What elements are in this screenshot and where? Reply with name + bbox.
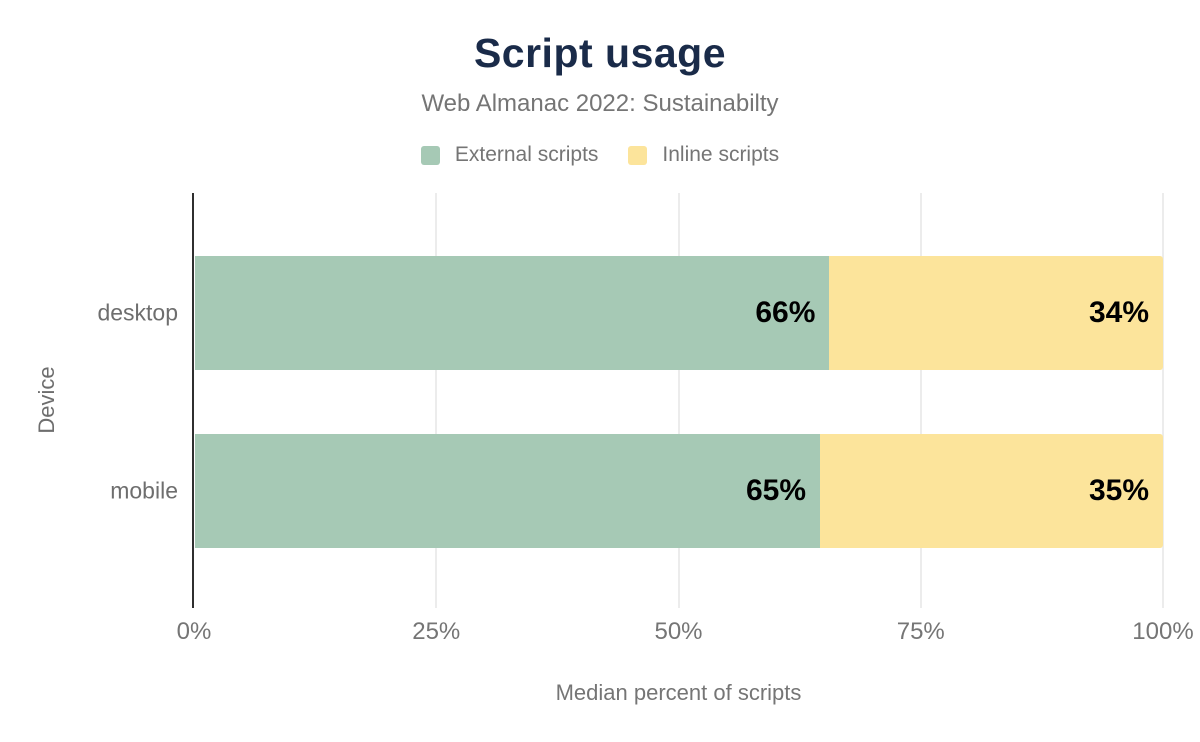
bar-row-desktop: 66% 34% [195,256,1163,370]
bar-row-mobile: 65% 35% [195,434,1163,548]
x-tick-label-0: 0% [176,618,212,645]
category-label-mobile: mobile [110,477,178,504]
y-axis-title: Device [34,366,59,434]
legend-label: Inline scripts [662,143,780,166]
bar-segment-mobile-0: 65% [195,434,820,548]
x-tick-label-50: 50% [654,618,703,645]
gridline-75 [919,193,922,608]
gridline-100 [1162,193,1164,608]
x-tick-label-75: 75% [896,618,945,645]
bar-value-label: 34% [1088,296,1149,329]
bar-value-label: 35% [1088,474,1149,507]
legend-swatch-icon [628,145,648,165]
legend: External scripts Inline scripts [0,143,1200,167]
bar-value-label: 65% [745,474,806,507]
bar-segment-mobile-1: 35% [820,434,1163,548]
legend-item-1: Inline scripts [628,143,779,167]
legend-item-0: External scripts [420,143,599,167]
x-tick-label-25: 25% [412,618,461,645]
y-axis-line [192,193,194,608]
legend-label: External scripts [454,143,599,166]
x-axis-title: Median percent of scripts [555,680,802,705]
bar-value-label: 66% [755,296,816,329]
x-tick-label-100: 100% [1132,618,1194,645]
bar-segment-desktop-1: 34% [829,256,1163,370]
chart-title: Script usage [473,30,727,76]
legend-swatch-icon [420,145,440,165]
gridline-50 [677,193,680,608]
chart-subtitle: Web Almanac 2022: Sustainabilty [421,90,779,117]
bar-segment-desktop-0: 66% [195,256,830,370]
category-label-desktop: desktop [97,299,178,326]
gridline-25 [435,193,438,608]
